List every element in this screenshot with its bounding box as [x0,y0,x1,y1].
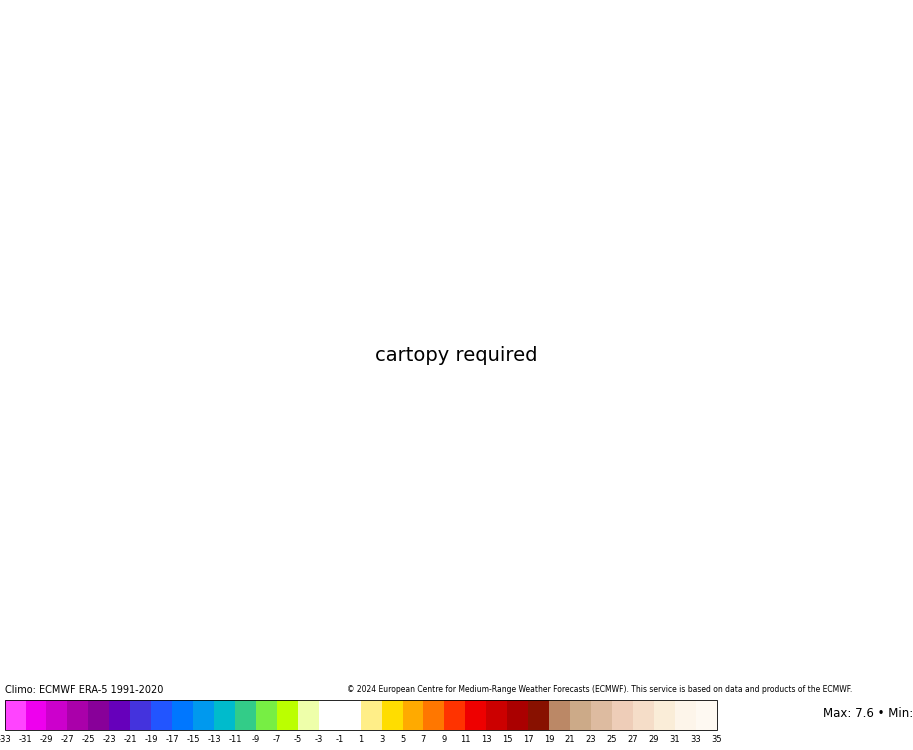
Text: -21: -21 [123,734,137,743]
Text: -13: -13 [207,734,221,743]
Bar [152,700,173,730]
Text: 23: 23 [586,734,596,743]
Bar [508,700,529,730]
Text: Climo: ECMWF ERA-5 1991-2020: Climo: ECMWF ERA-5 1991-2020 [5,686,163,695]
Text: 1: 1 [358,734,363,743]
Bar [173,700,193,730]
Text: -31: -31 [18,734,32,743]
Text: -29: -29 [39,734,53,743]
Text: © 2024 European Centre for Medium-Range Weather Forecasts (ECMWF). This service : © 2024 European Centre for Medium-Range … [347,686,852,694]
Text: 19: 19 [544,734,554,743]
Bar [319,700,340,730]
Text: 27: 27 [627,734,638,743]
Bar [403,700,424,730]
Text: 21: 21 [565,734,575,743]
Text: -11: -11 [228,734,242,743]
Text: -9: -9 [252,734,260,743]
Text: -3: -3 [315,734,323,743]
Bar [5,700,26,730]
Text: 11: 11 [460,734,470,743]
Text: -7: -7 [273,734,281,743]
Bar [570,700,591,730]
Bar [591,700,612,730]
Text: 31: 31 [669,734,680,743]
Bar [696,700,717,730]
Bar [277,700,298,730]
Bar [549,700,570,730]
Bar [424,700,445,730]
Text: 15: 15 [502,734,512,743]
Bar [131,700,152,730]
Text: 29: 29 [648,734,659,743]
Text: -23: -23 [102,734,116,743]
Bar [214,700,235,730]
Bar [340,700,361,730]
Text: -19: -19 [144,734,158,743]
Text: 3: 3 [379,734,384,743]
Text: -17: -17 [165,734,179,743]
Text: -1: -1 [336,734,344,743]
Bar [654,700,675,730]
Bar [110,700,131,730]
Text: -5: -5 [294,734,302,743]
Text: 7: 7 [421,734,426,743]
Text: -33: -33 [0,734,12,743]
Bar [47,700,68,730]
Bar [235,700,256,730]
Text: -27: -27 [60,734,74,743]
Bar [193,700,214,730]
Bar [529,700,549,730]
Bar [68,700,89,730]
Bar [612,700,633,730]
Text: Max: 7.6 • Min: -3.4: Max: 7.6 • Min: -3.4 [823,706,913,720]
Bar [675,700,696,730]
Text: 35: 35 [711,734,722,743]
Text: 33: 33 [690,734,701,743]
Text: Days 0–46 • 00z Wed 17 Jan 2024–00z Sun 3 Mar 2024: Days 0–46 • 00z Wed 17 Jan 2024–00z Sun … [526,10,906,23]
Bar [382,700,403,730]
Text: ECMWF Ext. Ens [M] 0.4° Init 00z 17 Jan 2024 • 2m Temperature Anomaly (°F): ECMWF Ext. Ens [M] 0.4° Init 00z 17 Jan … [7,10,567,23]
Bar [466,700,487,730]
Bar [298,700,319,730]
Bar [361,700,382,730]
Text: 13: 13 [481,734,491,743]
Text: 5: 5 [400,734,405,743]
Bar [633,700,654,730]
Bar [487,700,508,730]
Text: 9: 9 [442,734,447,743]
Text: 17: 17 [523,734,533,743]
Bar [89,700,110,730]
Text: cartopy required: cartopy required [375,346,538,365]
Bar [445,700,466,730]
Text: -15: -15 [186,734,200,743]
Bar [26,700,47,730]
Bar [5,700,717,730]
Text: -25: -25 [81,734,95,743]
Text: 25: 25 [607,734,617,743]
Bar [256,700,277,730]
